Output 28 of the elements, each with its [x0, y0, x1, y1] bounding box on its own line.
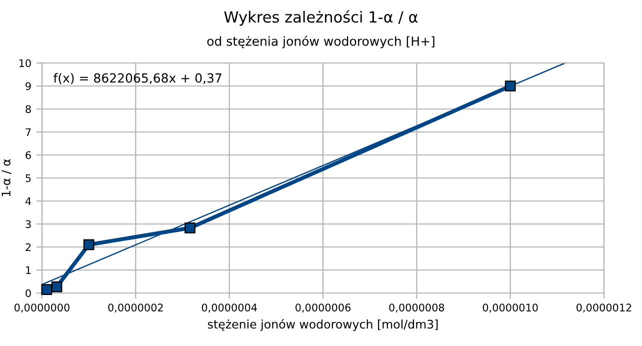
x-axis-title: stężenie jonów wodorowych [mol/dm3]: [208, 319, 438, 331]
x-tick-label: 0,0000012: [576, 304, 632, 313]
y-tick-label: 7: [26, 128, 31, 136]
chart-subtitle: od stężenia jonów wodorowych [H+]: [207, 36, 434, 48]
y-tick-label: 8: [26, 105, 31, 114]
y-axis-title: 1-α / α: [2, 159, 12, 196]
point: [83, 239, 94, 250]
y-tick-label: 1: [26, 266, 31, 274]
point: [41, 284, 52, 295]
y-tick-label: 6: [26, 151, 31, 160]
y-tick-label: 4: [25, 197, 31, 205]
x-tick-label: 0,0000006: [296, 304, 351, 313]
y-tick-label: 2: [26, 243, 31, 251]
y-tick-label: 0: [26, 289, 31, 298]
y-tick-label: 10: [19, 59, 31, 68]
chart-title: Wykres zależności 1-α / α: [224, 10, 418, 26]
x-tick-label: 0,0000004: [202, 304, 257, 313]
annotation: f(x) = 8622065,68x + 0,37: [54, 73, 222, 84]
x-tick-label: 0,0000008: [389, 304, 444, 313]
point: [504, 80, 516, 92]
point: [184, 222, 196, 234]
y-tick-label: 3: [26, 220, 31, 228]
x-tick-label: 0,0000002: [108, 304, 163, 313]
y-tick-label: 5: [26, 174, 31, 182]
x-tick-label: 0,0000000: [14, 304, 70, 313]
y-tick-label: 9: [26, 82, 31, 90]
point: [51, 281, 62, 292]
x-tick-label: 0,0000010: [482, 304, 538, 313]
